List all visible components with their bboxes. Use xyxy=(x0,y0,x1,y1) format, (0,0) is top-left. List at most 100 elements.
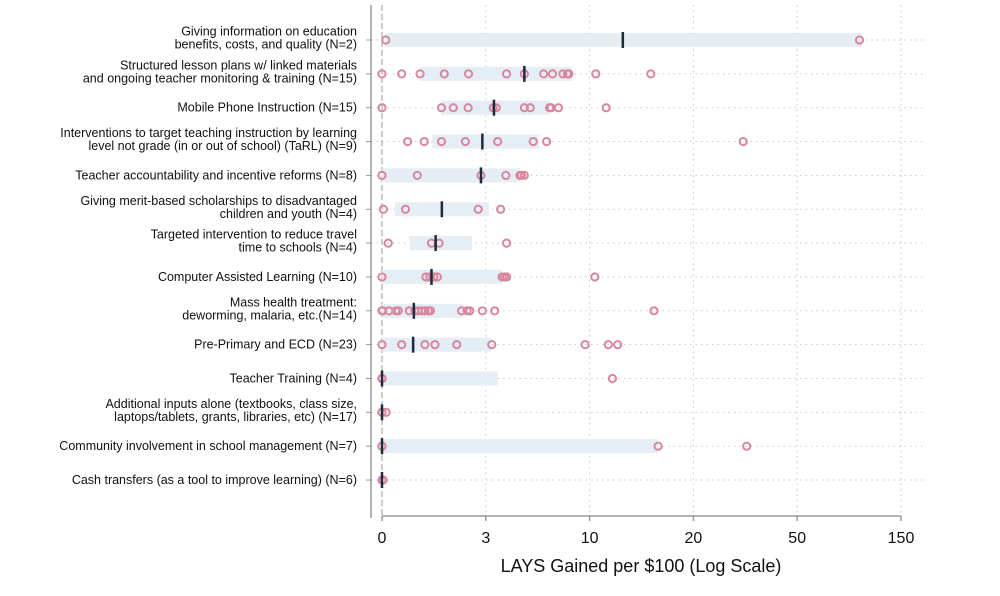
category-label-line: Interventions to target teaching instruc… xyxy=(60,126,357,140)
data-point xyxy=(473,204,483,214)
data-point xyxy=(378,204,388,214)
data-point xyxy=(501,272,512,282)
data-point xyxy=(738,136,748,147)
range-bar xyxy=(409,236,472,251)
range-bar xyxy=(382,439,659,454)
data-point xyxy=(397,69,407,79)
gridlines xyxy=(381,5,902,516)
data-point xyxy=(377,170,387,180)
data-point xyxy=(547,69,558,79)
x-tick-label: 20 xyxy=(685,530,703,547)
category-row: Cash transfers (as a tool to improve lea… xyxy=(72,472,925,489)
range-bar xyxy=(382,269,503,284)
data-point xyxy=(539,69,549,79)
category-label-line: deworming, malaria, etc.(N=14) xyxy=(182,308,357,322)
data-point xyxy=(463,103,473,113)
data-point xyxy=(590,272,600,282)
x-tick-label: 0 xyxy=(378,530,387,547)
data-point xyxy=(501,238,512,248)
category-label: Cash transfers (as a tool to improve lea… xyxy=(72,473,357,487)
data-point xyxy=(419,136,429,147)
data-point xyxy=(448,103,458,113)
data-point xyxy=(525,103,535,113)
data-point xyxy=(377,69,387,79)
category-row: Targeted intervention to reduce travel ti… xyxy=(151,228,925,255)
category-label: Mass health treatment: deworming, malaria… xyxy=(182,295,357,322)
category-label: Interventions to target teaching instruc… xyxy=(60,126,357,153)
category-label: Computer Assisted Learning (N=10) xyxy=(158,270,357,284)
category-label-line: Mobile Phone Instruction (N=15) xyxy=(177,101,357,115)
data-point xyxy=(477,306,487,316)
category-label-line: Structured lesson plans w/ linked materi… xyxy=(120,58,357,72)
axes: 0 3 10 20 50 150 xyxy=(370,5,914,547)
range-bar xyxy=(432,134,540,149)
category-label-line: children and youth (N=4) xyxy=(220,207,357,221)
data-point xyxy=(403,136,413,147)
data-point xyxy=(501,69,512,79)
category-row: Interventions to target teaching instruc… xyxy=(60,126,925,153)
category-label: Targeted intervention to reduce travel ti… xyxy=(151,228,357,255)
data-point xyxy=(613,340,623,350)
data-point xyxy=(383,238,393,248)
data-point xyxy=(415,69,425,79)
x-axis-title: LAYS Gained per $100 (Log Scale) xyxy=(501,556,782,576)
range-bar xyxy=(382,371,498,386)
data-point xyxy=(425,306,436,316)
range-bar xyxy=(382,337,492,352)
data-point xyxy=(490,306,500,316)
data-point xyxy=(412,170,422,180)
data-point xyxy=(603,340,613,350)
category-label: Mobile Phone Instruction (N=15) xyxy=(177,101,357,115)
category-label-line: Additional inputs alone (textbooks, clas… xyxy=(105,397,357,411)
data-point xyxy=(553,103,564,113)
data-point xyxy=(436,136,447,147)
category-label-line: and ongoing teacher monitoring & trainin… xyxy=(83,71,357,85)
data-point xyxy=(381,35,391,45)
data-point xyxy=(377,103,387,113)
category-row: Teacher accountability and incentive ref… xyxy=(75,167,925,184)
category-row: Teacher Training (N=4) xyxy=(230,370,925,387)
data-point xyxy=(653,441,663,451)
category-label: Teacher Training (N=4) xyxy=(230,372,358,386)
category-label: Giving information on education benefits,… xyxy=(175,25,357,52)
data-point xyxy=(436,103,447,113)
data-point xyxy=(393,306,403,316)
category-label-line: Community involvement in school manageme… xyxy=(59,439,357,453)
category-label: Pre-Primary and ECD (N=23) xyxy=(194,338,357,352)
data-point xyxy=(493,136,503,147)
data-point xyxy=(580,340,590,350)
data-point xyxy=(854,35,865,45)
category-row: Community involvement in school manageme… xyxy=(59,438,925,455)
data-point xyxy=(460,136,470,147)
data-point xyxy=(430,340,440,350)
data-point xyxy=(541,136,552,147)
data-point xyxy=(528,136,538,147)
category-label-line: Giving information on education xyxy=(181,25,357,39)
data-point xyxy=(646,69,656,79)
category-row: Computer Assisted Learning (N=10) xyxy=(158,268,925,285)
category-label: Additional inputs alone (textbooks, clas… xyxy=(105,397,357,424)
data-point xyxy=(377,340,387,350)
category-row: Mobile Phone Instruction (N=15) xyxy=(177,99,925,116)
data-point xyxy=(564,69,574,79)
category-label: Structured lesson plans w/ linked materi… xyxy=(83,58,357,85)
category-label: Giving merit-based scholarships to disad… xyxy=(80,194,357,221)
category-label: Teacher accountability and incentive ref… xyxy=(75,168,357,182)
category-row: Pre-Primary and ECD (N=23) xyxy=(194,336,925,353)
category-row: Additional inputs alone (textbooks, clas… xyxy=(105,397,925,424)
category-label-line: laptops/tablets, grants, libraries, etc)… xyxy=(114,410,357,424)
data-point xyxy=(601,103,611,113)
category-label-line: Mass health treatment: xyxy=(230,295,357,309)
category-label-line: time to schools (N=4) xyxy=(239,241,357,255)
data-point xyxy=(742,441,752,451)
category-row: Giving merit-based scholarships to disad… xyxy=(80,194,925,221)
category-label-line: level not grade (in or out of school) (T… xyxy=(88,139,357,153)
x-tick-label: 50 xyxy=(788,530,806,547)
data-point xyxy=(516,170,526,180)
x-tick-label: 3 xyxy=(481,530,490,547)
data-point xyxy=(591,69,601,79)
data-point xyxy=(558,69,568,79)
x-tick-label: 10 xyxy=(581,530,599,547)
chart-rows: Giving information on education benefits,… xyxy=(59,25,925,489)
